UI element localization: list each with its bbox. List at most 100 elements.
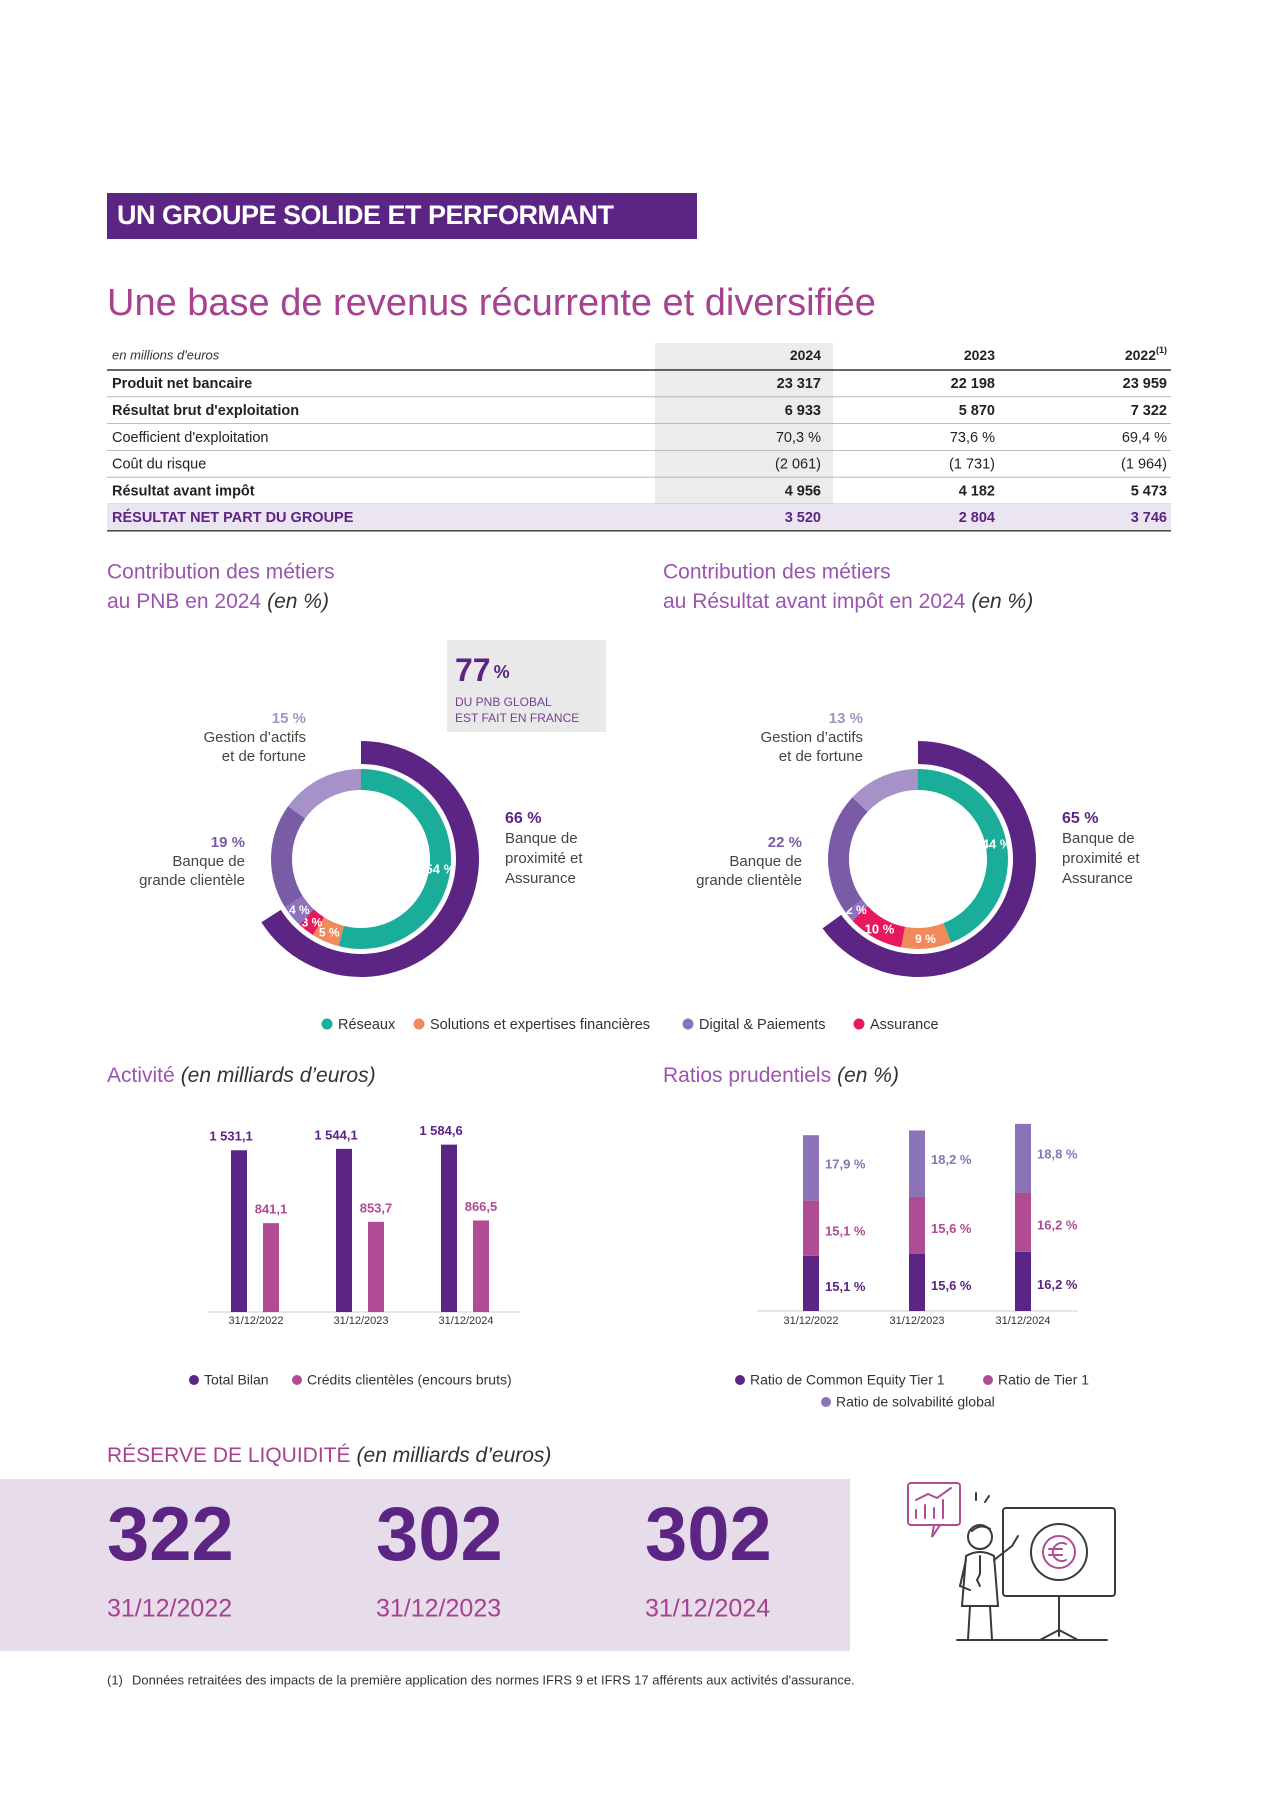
legend-dot bbox=[321, 1018, 333, 1030]
table-cell: 6 933 bbox=[785, 403, 821, 419]
legend-label: Total Bilan bbox=[204, 1372, 269, 1388]
title-bar bbox=[107, 193, 697, 239]
chart-unit: (en %) bbox=[267, 590, 329, 613]
table-cell: 73,6 % bbox=[950, 430, 995, 446]
column-header: 2024 bbox=[790, 347, 821, 363]
liquidity-title-text: RÉSERVE DE LIQUIDITÉ bbox=[107, 1444, 351, 1467]
table-cell: 22 198 bbox=[951, 376, 995, 392]
legend-label: Crédits clientèles (encours bruts) bbox=[307, 1372, 512, 1388]
bar-segment bbox=[1015, 1251, 1031, 1311]
callout-box bbox=[447, 640, 606, 732]
liquidity-unit: (en milliards d’euros) bbox=[357, 1444, 552, 1467]
row-label: Résultat brut d'exploitation bbox=[112, 403, 299, 419]
chart-title: Activité (en milliards d’euros) bbox=[107, 1064, 376, 1087]
donut-segment bbox=[338, 769, 452, 949]
bar-segment bbox=[803, 1200, 819, 1256]
x-tick-label: 31/12/2024 bbox=[995, 1315, 1050, 1327]
legend-label: Ratio de Tier 1 bbox=[998, 1372, 1089, 1388]
segment-percent: 22 % bbox=[768, 834, 802, 851]
segment-name: Banque de bbox=[172, 853, 245, 870]
table-cell: 70,3 % bbox=[776, 430, 821, 446]
liquidity-value: 302 bbox=[645, 1492, 772, 1577]
donut-segment bbox=[845, 899, 868, 921]
legend-label: Solutions et expertises financières bbox=[430, 1017, 650, 1033]
chart-title: Contribution des métiers bbox=[107, 561, 335, 584]
table-cell: (2 061) bbox=[775, 457, 821, 473]
segment-value-label: 5 % bbox=[319, 926, 340, 940]
segment-value-label: 4 % bbox=[289, 903, 310, 917]
callout-value: 77 bbox=[455, 652, 491, 688]
legend-dot bbox=[821, 1397, 831, 1407]
table-cell: (1 731) bbox=[949, 457, 995, 473]
segment-name: grande clientèle bbox=[696, 872, 802, 889]
bar bbox=[441, 1144, 457, 1312]
table-cell: 7 322 bbox=[1131, 403, 1167, 419]
bar-segment bbox=[803, 1255, 819, 1311]
segment-name: et de fortune bbox=[222, 748, 306, 765]
callout-unit: % bbox=[494, 662, 510, 682]
segment-value-label: 15,1 % bbox=[825, 1279, 866, 1294]
legend-dot bbox=[682, 1018, 694, 1030]
liquidity-value: 322 bbox=[107, 1492, 234, 1577]
table-cell: 4 182 bbox=[959, 483, 995, 499]
chart-title: Ratios prudentiels (en %) bbox=[663, 1064, 899, 1087]
bar-value-label: 841,1 bbox=[255, 1202, 288, 1217]
segment-value-label: 3 % bbox=[302, 915, 323, 929]
x-tick-label: 31/12/2023 bbox=[889, 1315, 944, 1327]
section-title: Une base de revenus récurrente et divers… bbox=[107, 282, 876, 324]
segment-value-label: 18,8 % bbox=[1037, 1147, 1078, 1162]
row-label: Résultat avant impôt bbox=[112, 483, 255, 499]
segment-value-label: 15,6 % bbox=[931, 1221, 972, 1236]
chart-title: au Résultat avant impôt en 2024 (en %) bbox=[663, 590, 1033, 613]
segment-percent: 15 % bbox=[272, 710, 306, 727]
legend-dot bbox=[189, 1375, 199, 1385]
segment-name: Gestion d’actifs bbox=[760, 729, 863, 746]
table-cell: 23 317 bbox=[777, 376, 821, 392]
callout-line: DU PNB GLOBAL bbox=[455, 695, 552, 709]
chart-unit: (en milliards d’euros) bbox=[181, 1064, 376, 1087]
liquidity-date: 31/12/2022 bbox=[107, 1595, 232, 1623]
donut-segment bbox=[271, 806, 306, 908]
segment-name: Banque de bbox=[729, 853, 802, 870]
segment-name: Gestion d’actifs bbox=[203, 729, 306, 746]
table-cell: 2 804 bbox=[959, 510, 995, 526]
segment-value-label: 16,2 % bbox=[1037, 1277, 1078, 1292]
donut-segment bbox=[828, 797, 868, 912]
column-year: 2022 bbox=[1125, 347, 1156, 363]
segment-value-label: 15,6 % bbox=[931, 1278, 972, 1293]
chart-title-text: au PNB en 2024 bbox=[107, 590, 261, 613]
bar bbox=[336, 1148, 352, 1312]
bar-segment bbox=[1015, 1192, 1031, 1252]
donut-segment bbox=[288, 769, 361, 819]
column-year: 2023 bbox=[964, 347, 995, 363]
legend-label: Réseaux bbox=[338, 1017, 396, 1033]
table-cell: 4 956 bbox=[785, 483, 821, 499]
bar-value-label: 866,5 bbox=[465, 1199, 498, 1214]
shaded-column bbox=[655, 343, 833, 531]
table-cell: 5 870 bbox=[959, 403, 995, 419]
table-cell: (1 964) bbox=[1121, 457, 1167, 473]
illustration bbox=[907, 1482, 1116, 1641]
chart-title-text: au Résultat avant impôt en 2024 bbox=[663, 590, 966, 613]
liquidity-value: 302 bbox=[376, 1492, 503, 1577]
bar-segment bbox=[909, 1130, 925, 1197]
legend-dot bbox=[853, 1018, 865, 1030]
outer-name: Assurance bbox=[505, 870, 576, 887]
segment-name: grande clientèle bbox=[139, 872, 245, 889]
outer-name: Banque de bbox=[1062, 830, 1135, 847]
bar-value-label: 1 584,6 bbox=[419, 1123, 462, 1138]
segment-value-label: 54 % bbox=[426, 861, 456, 876]
segment-percent: 19 % bbox=[211, 834, 245, 851]
row-label: Coût du risque bbox=[112, 457, 206, 473]
x-tick-label: 31/12/2023 bbox=[333, 1315, 388, 1327]
highlight-row bbox=[107, 504, 1171, 531]
legend-dot bbox=[413, 1018, 425, 1030]
bar bbox=[368, 1221, 384, 1312]
chart-unit: (en %) bbox=[971, 590, 1033, 613]
bar bbox=[473, 1220, 489, 1312]
segment-value-label: 9 % bbox=[915, 932, 936, 946]
outer-percent: 66 % bbox=[505, 810, 541, 827]
segment-value-label: 44 % bbox=[982, 836, 1012, 851]
segment-name: et de fortune bbox=[779, 748, 863, 765]
bar-value-label: 1 531,1 bbox=[209, 1129, 252, 1144]
